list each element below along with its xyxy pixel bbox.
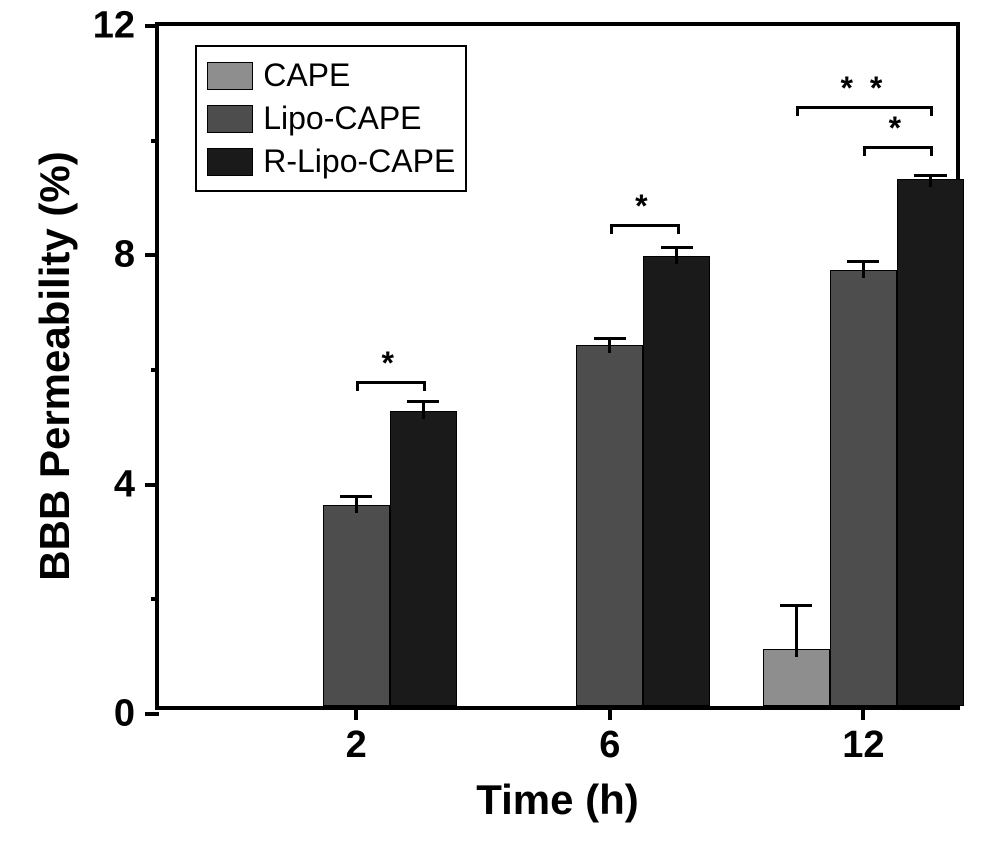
legend-item: Lipo-CAPE: [207, 100, 455, 137]
significance-drop: [863, 146, 866, 156]
error-bar: [929, 175, 932, 186]
x-axis-label: Time (h): [476, 776, 639, 824]
bar-CAPE: [763, 649, 830, 706]
error-bar: [422, 402, 425, 419]
error-bar: [862, 261, 865, 278]
error-cap: [780, 604, 812, 607]
significance-drop: [930, 106, 933, 116]
error-bar: [675, 248, 678, 264]
bar-Lipo-CAPE: [323, 505, 390, 706]
significance-label: *: [635, 188, 651, 225]
y-tick: [145, 712, 159, 716]
error-bar: [795, 605, 798, 657]
plot-area: 048122612Time (h)**** *CAPELipo-CAPER-Li…: [155, 22, 960, 710]
y-tick: [145, 253, 159, 257]
error-cap: [340, 495, 372, 498]
y-minor-tick: [151, 597, 159, 601]
y-tick: [145, 24, 159, 28]
significance-drop: [423, 381, 426, 391]
error-cap: [847, 260, 879, 263]
y-minor-tick: [151, 368, 159, 372]
legend-item: CAPE: [207, 57, 455, 94]
significance-label: *: [889, 110, 905, 147]
significance-drop: [610, 224, 613, 234]
significance-label: * *: [840, 70, 886, 107]
error-cap: [407, 400, 439, 403]
legend-swatch: [207, 62, 253, 90]
y-minor-tick: [151, 139, 159, 143]
y-tick-label: 8: [114, 234, 135, 277]
error-bar: [608, 338, 611, 352]
significance-label: *: [382, 345, 398, 382]
x-tick: [354, 706, 358, 720]
bar-Lipo-CAPE: [576, 345, 643, 706]
error-bar: [355, 496, 358, 513]
legend-swatch: [207, 148, 253, 176]
y-tick-label: 12: [93, 5, 135, 48]
y-tick-label: 4: [114, 463, 135, 506]
error-cap: [594, 337, 626, 340]
x-tick-label: 12: [842, 724, 884, 767]
legend-swatch: [207, 105, 253, 133]
x-tick: [861, 706, 865, 720]
bar-R-Lipo-CAPE: [643, 256, 710, 706]
error-cap: [661, 246, 693, 249]
legend-label: R-Lipo-CAPE: [263, 143, 455, 180]
y-axis-label: BBB Permeability (%): [31, 151, 79, 580]
y-tick: [145, 483, 159, 487]
significance-drop: [356, 381, 359, 391]
x-tick: [608, 706, 612, 720]
legend-label: Lipo-CAPE: [263, 100, 421, 137]
x-tick-label: 2: [346, 724, 367, 767]
significance-drop: [677, 224, 680, 234]
legend-item: R-Lipo-CAPE: [207, 143, 455, 180]
bar-R-Lipo-CAPE: [897, 179, 964, 706]
significance-drop: [930, 146, 933, 156]
legend-label: CAPE: [263, 57, 350, 94]
legend: CAPE Lipo-CAPE R-Lipo-CAPE: [195, 45, 467, 192]
x-tick-label: 6: [599, 724, 620, 767]
bar-R-Lipo-CAPE: [390, 411, 457, 706]
bar-Lipo-CAPE: [830, 270, 897, 706]
significance-drop: [796, 106, 799, 116]
y-tick-label: 0: [114, 693, 135, 736]
error-cap: [914, 174, 946, 177]
chart-container: 048122612Time (h)**** *CAPELipo-CAPER-Li…: [0, 0, 1000, 843]
